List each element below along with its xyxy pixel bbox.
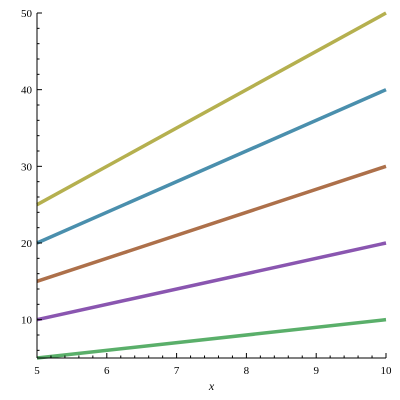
series-line-3 bbox=[36, 164, 387, 283]
x-tick-label: 6 bbox=[104, 365, 110, 377]
ticks-group: 10 20 30 40 50 5 6 7 8 9 10 bbox=[21, 8, 392, 377]
series-line-1 bbox=[36, 11, 387, 207]
x-tick-label: 5 bbox=[34, 365, 40, 377]
y-tick-label: 20 bbox=[21, 238, 33, 250]
y-tick-label: 30 bbox=[21, 161, 33, 173]
y-tick-label: 40 bbox=[21, 85, 33, 97]
series-group bbox=[36, 11, 387, 360]
x-tick-label: 10 bbox=[381, 365, 393, 377]
x-tick-label: 7 bbox=[174, 365, 180, 377]
x-axis-title: x bbox=[208, 379, 215, 393]
x-tick-label: 8 bbox=[244, 365, 250, 377]
y-tick-label: 50 bbox=[21, 8, 33, 20]
series-line-2 bbox=[36, 88, 387, 245]
x-tick-label: 9 bbox=[313, 365, 319, 377]
series-line-5 bbox=[36, 317, 387, 360]
series-line-4 bbox=[36, 241, 387, 322]
axes-group bbox=[36, 13, 386, 359]
y-tick-label: 10 bbox=[21, 315, 33, 327]
